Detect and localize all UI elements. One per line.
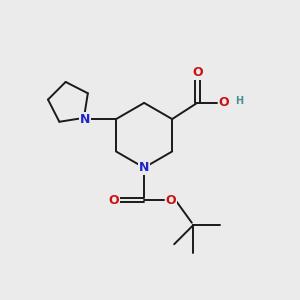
Text: N: N (80, 112, 90, 126)
Text: N: N (139, 161, 149, 174)
Text: O: O (218, 96, 229, 110)
Text: O: O (192, 66, 202, 79)
Text: O: O (109, 194, 119, 207)
Text: O: O (165, 194, 176, 207)
Text: N: N (80, 112, 90, 126)
Text: H: H (236, 95, 244, 106)
